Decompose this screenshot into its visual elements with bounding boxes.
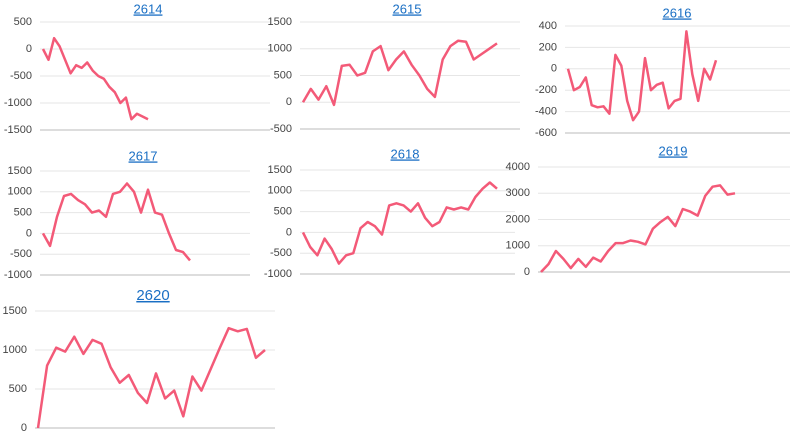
y-tick-label: 0 xyxy=(26,227,32,239)
data-line xyxy=(41,36,149,121)
chart-title-link[interactable]: 2616 xyxy=(663,5,692,20)
data-line xyxy=(540,184,736,273)
y-tick-label: 4000 xyxy=(506,161,530,173)
y-tick-label: -500 xyxy=(270,123,292,135)
data-line xyxy=(301,39,498,107)
y-tick-label: -1000 xyxy=(4,269,32,281)
y-tick-label: 200 xyxy=(539,41,557,53)
chart-title-link[interactable]: 2615 xyxy=(393,1,422,16)
data-line xyxy=(301,181,498,265)
y-tick-label: 0 xyxy=(26,43,32,55)
y-tick-label: 500 xyxy=(9,383,27,395)
y-tick-label: 400 xyxy=(539,20,557,32)
y-tick-label: 1000 xyxy=(8,186,32,198)
chart-title-link[interactable]: 2620 xyxy=(136,287,169,304)
y-tick-label: 500 xyxy=(14,207,32,219)
data-line xyxy=(36,326,266,429)
y-tick-label: -1000 xyxy=(264,268,292,280)
y-tick-label: 0 xyxy=(286,226,292,238)
y-tick-label: 500 xyxy=(274,69,292,81)
y-tick-label: 3000 xyxy=(506,187,530,199)
y-tick-label: -400 xyxy=(535,106,557,118)
y-tick-label: 1000 xyxy=(506,240,530,252)
y-tick-label: 0 xyxy=(551,63,557,75)
y-tick-label: -500 xyxy=(10,70,32,82)
y-tick-label: 0 xyxy=(286,96,292,108)
y-tick-label: 500 xyxy=(14,16,32,28)
data-line xyxy=(566,30,718,122)
y-tick-label: 1000 xyxy=(3,344,27,356)
y-tick-label: 1500 xyxy=(8,165,32,177)
chart-title-link[interactable]: 2617 xyxy=(129,148,158,163)
y-tick-label: 1500 xyxy=(268,164,292,176)
y-tick-label: 0 xyxy=(524,266,530,278)
y-tick-label: 500 xyxy=(274,206,292,218)
chart-title-link[interactable]: 2618 xyxy=(391,146,420,161)
y-tick-label: 1500 xyxy=(268,16,292,28)
y-tick-label: -1500 xyxy=(4,124,32,136)
y-tick-label: 1000 xyxy=(268,43,292,55)
y-tick-label: -600 xyxy=(535,127,557,139)
y-tick-label: -500 xyxy=(10,248,32,260)
y-tick-label: -500 xyxy=(270,247,292,259)
chart-title-link[interactable]: 2614 xyxy=(134,1,163,16)
y-tick-label: 2000 xyxy=(506,213,530,225)
y-tick-label: 0 xyxy=(21,422,27,434)
chart-title-link[interactable]: 2619 xyxy=(659,143,688,158)
y-tick-label: 1000 xyxy=(268,185,292,197)
data-line xyxy=(41,182,191,262)
y-tick-label: 1500 xyxy=(3,305,27,317)
y-tick-label: -1000 xyxy=(4,97,32,109)
y-tick-label: -200 xyxy=(535,84,557,96)
